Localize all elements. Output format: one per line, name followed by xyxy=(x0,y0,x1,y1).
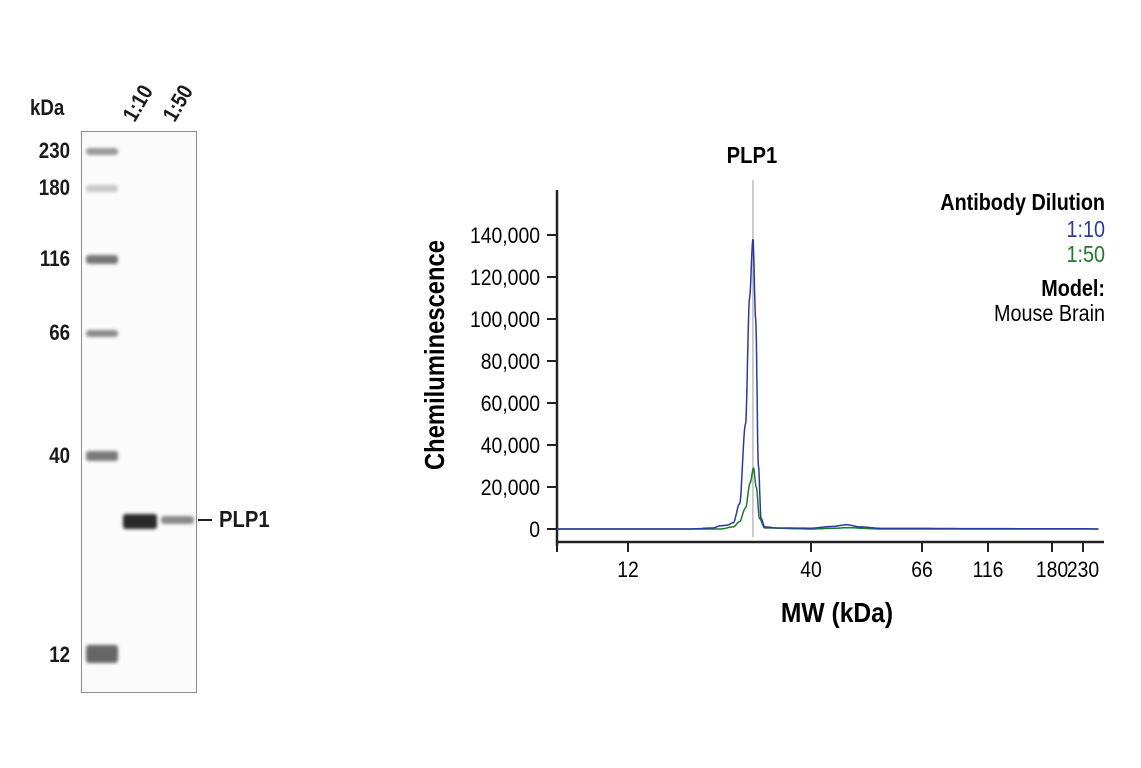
x-axis-label: MW (kDa) xyxy=(781,597,893,629)
y-tick-label: 40,000 xyxy=(481,434,540,458)
x-tick-label: 66 xyxy=(911,558,933,582)
x-tick-label: 180 xyxy=(1036,558,1068,582)
y-tick-label: 60,000 xyxy=(481,392,540,416)
x-tick-label: 12 xyxy=(617,558,639,582)
ladder-band-180 xyxy=(86,185,118,192)
ladder-band-12 xyxy=(86,645,118,663)
marker-230: 230 xyxy=(38,138,70,163)
sample-band-1-10 xyxy=(123,514,157,529)
ladder-band-116 xyxy=(86,255,118,264)
sample-band-1-50 xyxy=(161,516,194,524)
y-tick-label: 0 xyxy=(529,518,540,542)
y-tick-label: 140,000 xyxy=(470,224,540,248)
ladder-band-66 xyxy=(86,330,118,337)
y-tick-label: 120,000 xyxy=(470,266,540,290)
gel-image xyxy=(81,131,197,693)
legend-model-label: Model: xyxy=(1041,276,1105,302)
x-tick-label: 40 xyxy=(800,558,822,582)
plp1-blot-label: PLP1 xyxy=(219,506,270,532)
legend-item-1-10: 1:10 xyxy=(1067,217,1106,243)
marker-116: 116 xyxy=(39,246,70,271)
marker-66: 66 xyxy=(49,320,70,345)
legend-model-value: Mouse Brain xyxy=(994,301,1105,327)
marker-12: 12 xyxy=(49,642,70,667)
marker-40: 40 xyxy=(49,443,70,468)
x-tick-label: 116 xyxy=(973,558,1004,582)
series-line-1-10 xyxy=(557,239,1099,530)
y-tick-label: 80,000 xyxy=(481,350,540,374)
y-tick-label: 100,000 xyxy=(470,308,540,332)
ladder-band-40 xyxy=(86,451,118,461)
legend-title: Antibody Dilution xyxy=(940,190,1105,216)
marker-180: 180 xyxy=(38,175,70,200)
plp1-annotation: PLP1 xyxy=(727,142,778,169)
kda-label: kDa xyxy=(30,95,65,120)
plp1-pointer-line xyxy=(198,519,212,521)
legend-item-1-50: 1:50 xyxy=(1067,242,1106,268)
ladder-band-230 xyxy=(86,148,118,155)
x-tick-label: 230 xyxy=(1067,558,1099,582)
y-tick-label: 20,000 xyxy=(481,476,540,500)
y-axis-label: Chemiluminescence xyxy=(418,240,450,470)
series-line-1-50 xyxy=(557,466,1099,530)
